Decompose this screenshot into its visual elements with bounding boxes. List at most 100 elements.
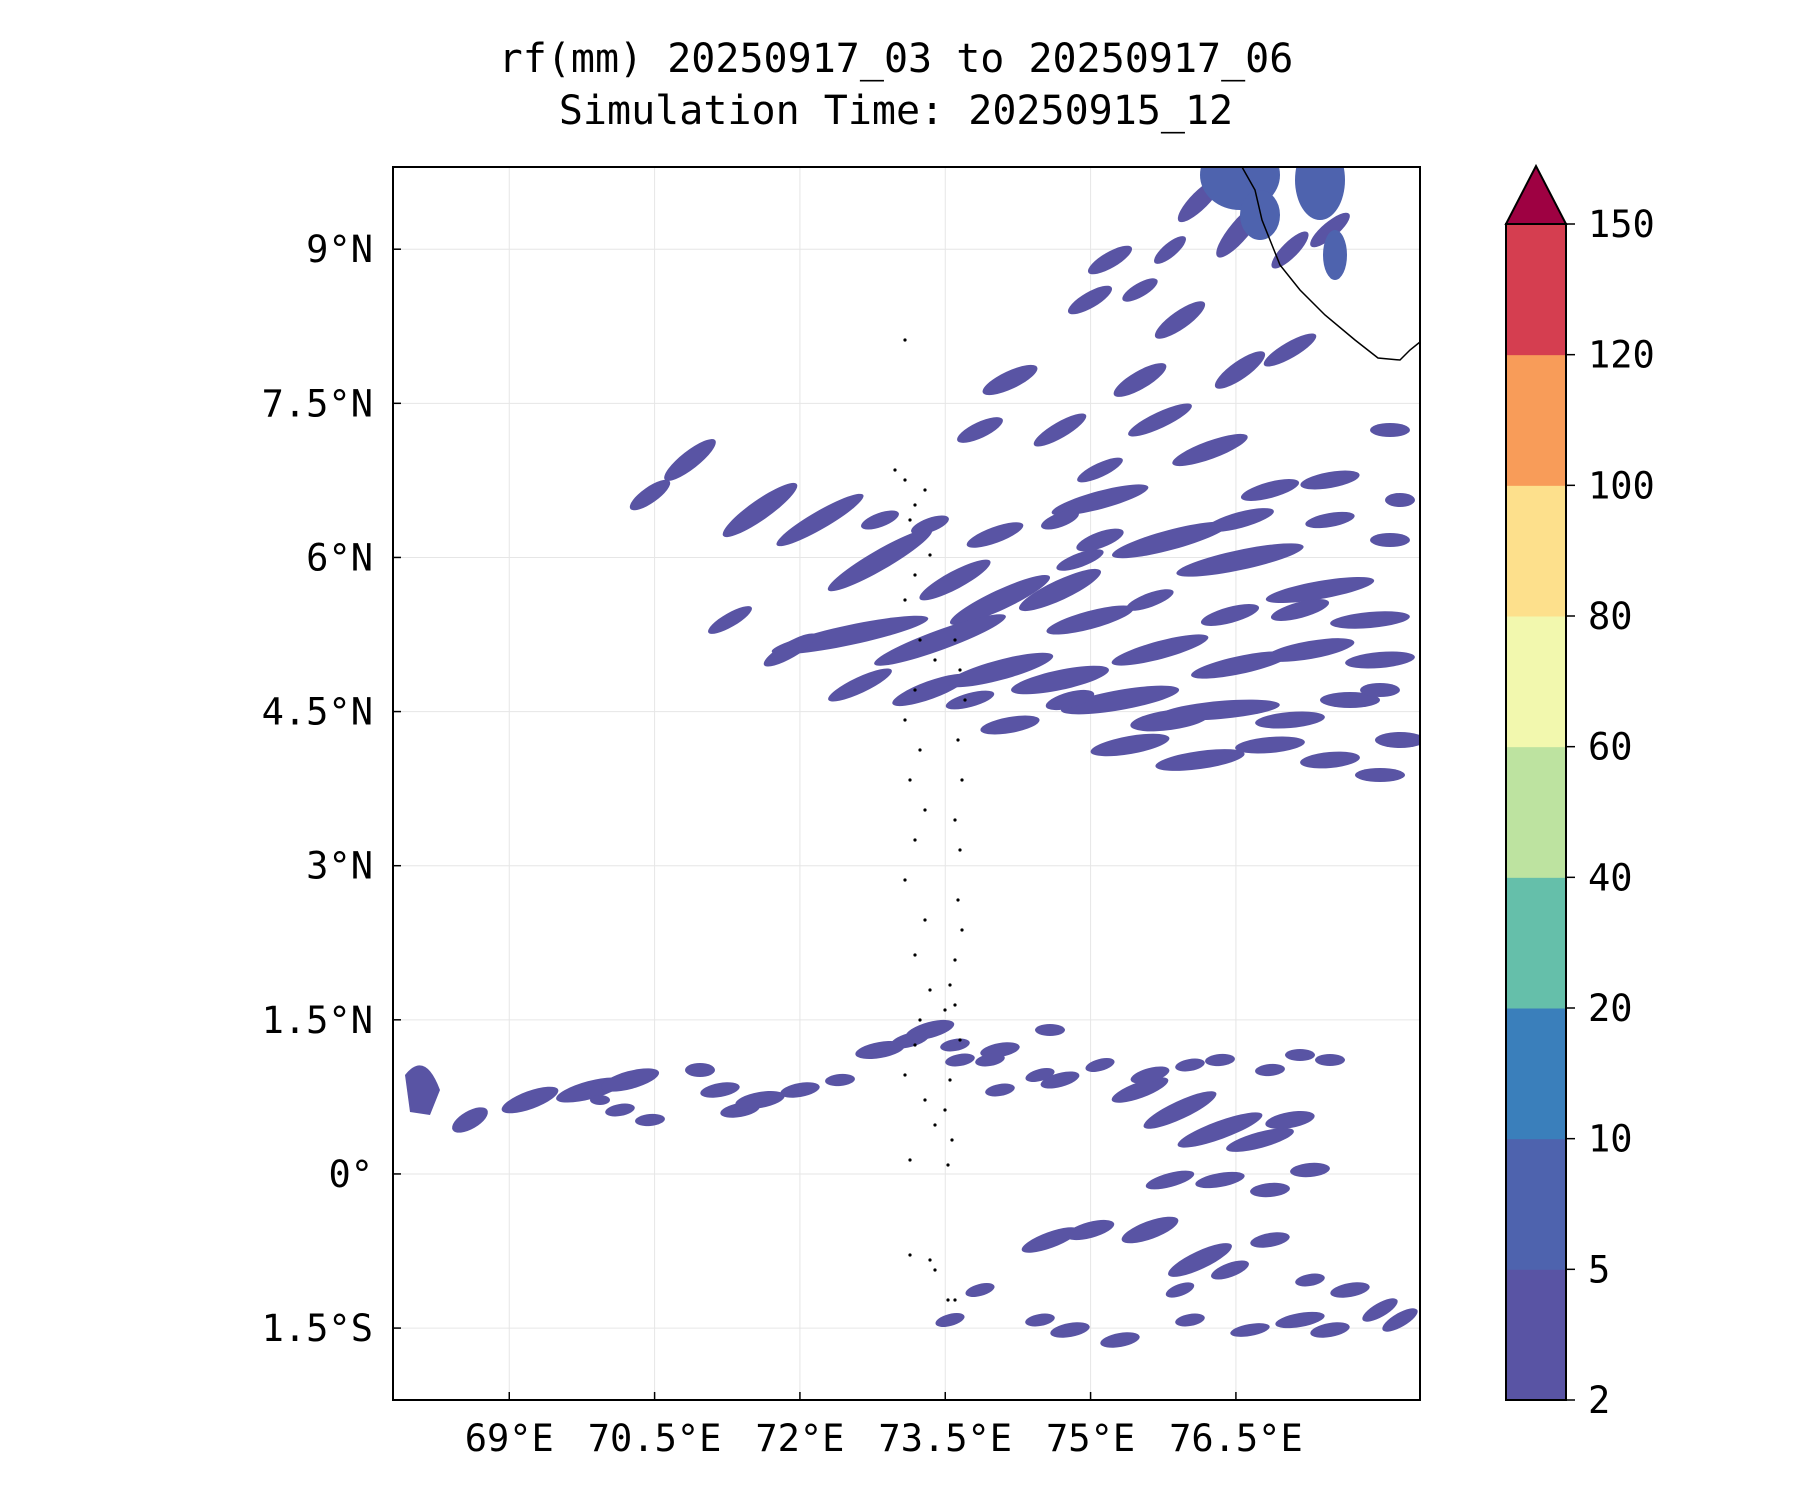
- rain-cell: [405, 1065, 440, 1115]
- rain-cell: [771, 615, 929, 655]
- rain-cell: [1270, 599, 1330, 621]
- island-dot: [908, 518, 912, 522]
- rain-cell: [708, 606, 752, 634]
- rain-cell: [1206, 508, 1274, 532]
- colorbar-frame: [1505, 223, 1567, 1401]
- rain-cell: [1035, 1024, 1065, 1036]
- rain-cell: [1165, 1282, 1195, 1298]
- rain-cell: [1128, 403, 1192, 437]
- rain-cell: [1362, 1298, 1398, 1322]
- rain-cell: [1056, 549, 1104, 571]
- colorbar-label: 40: [1588, 856, 1633, 899]
- rain-cell: [1175, 1313, 1205, 1327]
- island-dot: [928, 553, 932, 557]
- rain-cell: [1143, 1091, 1217, 1129]
- rain-cell: [1033, 413, 1087, 447]
- colorbar-extend-arrow: [1504, 163, 1568, 225]
- colorbar-label: 100: [1588, 464, 1655, 507]
- rain-cell: [1155, 749, 1245, 771]
- rain-cell: [1230, 1323, 1270, 1337]
- rain-cell: [980, 1042, 1020, 1058]
- colorbar-segment: [1506, 746, 1566, 878]
- rain-cell: [1126, 589, 1174, 611]
- island-dot: [913, 953, 917, 957]
- rain-cell: [780, 1082, 820, 1098]
- rain-cell: [629, 479, 671, 511]
- rain-cell: [685, 1063, 715, 1077]
- rain-cell: [905, 1019, 955, 1041]
- rain-cell: [1315, 1054, 1345, 1066]
- rain-cell: [1122, 278, 1158, 302]
- rain-cell: [825, 1073, 855, 1087]
- rain-cell: [590, 1095, 610, 1105]
- rain-cell: [1385, 493, 1415, 507]
- rain-cell: [1275, 1311, 1325, 1329]
- island-dot: [948, 983, 952, 987]
- rain-cell: [1305, 511, 1355, 529]
- rain-cell: [980, 715, 1040, 735]
- rain-cell: [940, 1038, 970, 1052]
- island-dot: [918, 638, 922, 642]
- island-dot: [958, 1038, 962, 1042]
- rain-cell: [722, 482, 798, 538]
- x-tick-label: 72°E: [755, 1417, 844, 1460]
- colorbar-segment: [1506, 485, 1566, 617]
- rain-cell: [1195, 1171, 1245, 1189]
- colorbar-label: 150: [1588, 203, 1655, 246]
- rain-cell: [1330, 611, 1410, 629]
- rain-cell: [957, 417, 1003, 443]
- rain-cell: [1345, 651, 1415, 669]
- island-dot: [933, 658, 937, 662]
- rain-cell: [1111, 634, 1209, 666]
- rain-cell: [1310, 212, 1350, 248]
- rain-cell: [1085, 1058, 1115, 1072]
- longitude-ticks: 69°E 70.5°E 72°E 73.5°E 75°E 76.5°E: [465, 1392, 1303, 1460]
- rain-cell: [874, 614, 1006, 666]
- rain-cell: [1045, 689, 1095, 711]
- rain-cell: [1177, 1112, 1263, 1148]
- rain-cell: [1145, 1170, 1195, 1190]
- island-dot: [953, 958, 957, 962]
- title-line-1: rf(mm) 20250917_03 to 20250917_06: [499, 36, 1294, 82]
- colorbar-segment: [1506, 877, 1566, 1009]
- rain-cell: [827, 528, 933, 592]
- rain-cell: [1176, 543, 1304, 577]
- rain-cell: [945, 690, 995, 710]
- rain-cell: [982, 364, 1038, 396]
- rain-cell: [966, 522, 1024, 548]
- rain-cell: [1240, 479, 1300, 501]
- rain-cell: [1200, 604, 1260, 626]
- island-dot: [913, 688, 917, 692]
- rain-cell: [1046, 605, 1134, 635]
- island-dot: [956, 898, 960, 902]
- rain-cell: [1285, 1049, 1315, 1061]
- rain-cell: [1067, 285, 1113, 315]
- island-dot: [903, 1073, 907, 1077]
- island-dot: [933, 1123, 937, 1127]
- rain-cell: [1235, 736, 1305, 754]
- colorbar: 2 5 10 20 40 60 80 100 120 150: [1504, 163, 1655, 1422]
- rain-cell: [1250, 1182, 1290, 1198]
- map-background: [393, 167, 1420, 1400]
- map-frame: [392, 166, 1421, 1401]
- rain-cell: [1077, 457, 1123, 483]
- y-tick-label: 0°: [328, 1153, 373, 1196]
- rain-cell: [1290, 1162, 1330, 1178]
- island-dot: [913, 1043, 917, 1047]
- rain-cell: [1041, 510, 1079, 530]
- island-dot: [950, 1138, 954, 1142]
- x-tick-label: 70.5°E: [588, 1417, 722, 1460]
- rain-cell: [600, 1068, 660, 1092]
- island-dot: [958, 668, 962, 672]
- rain-cell: [1121, 1216, 1179, 1244]
- rain-cell: [1310, 1322, 1350, 1338]
- rain-cell: [945, 1053, 975, 1067]
- rain-cell: [1021, 1227, 1079, 1253]
- rain-cell: [1130, 1066, 1170, 1084]
- rain-cell: [892, 673, 968, 707]
- x-tick-label: 69°E: [465, 1417, 554, 1460]
- rain-cell: [1168, 1243, 1232, 1277]
- y-tick-label: 4.5°N: [262, 691, 373, 734]
- rain-cell: [1011, 665, 1109, 695]
